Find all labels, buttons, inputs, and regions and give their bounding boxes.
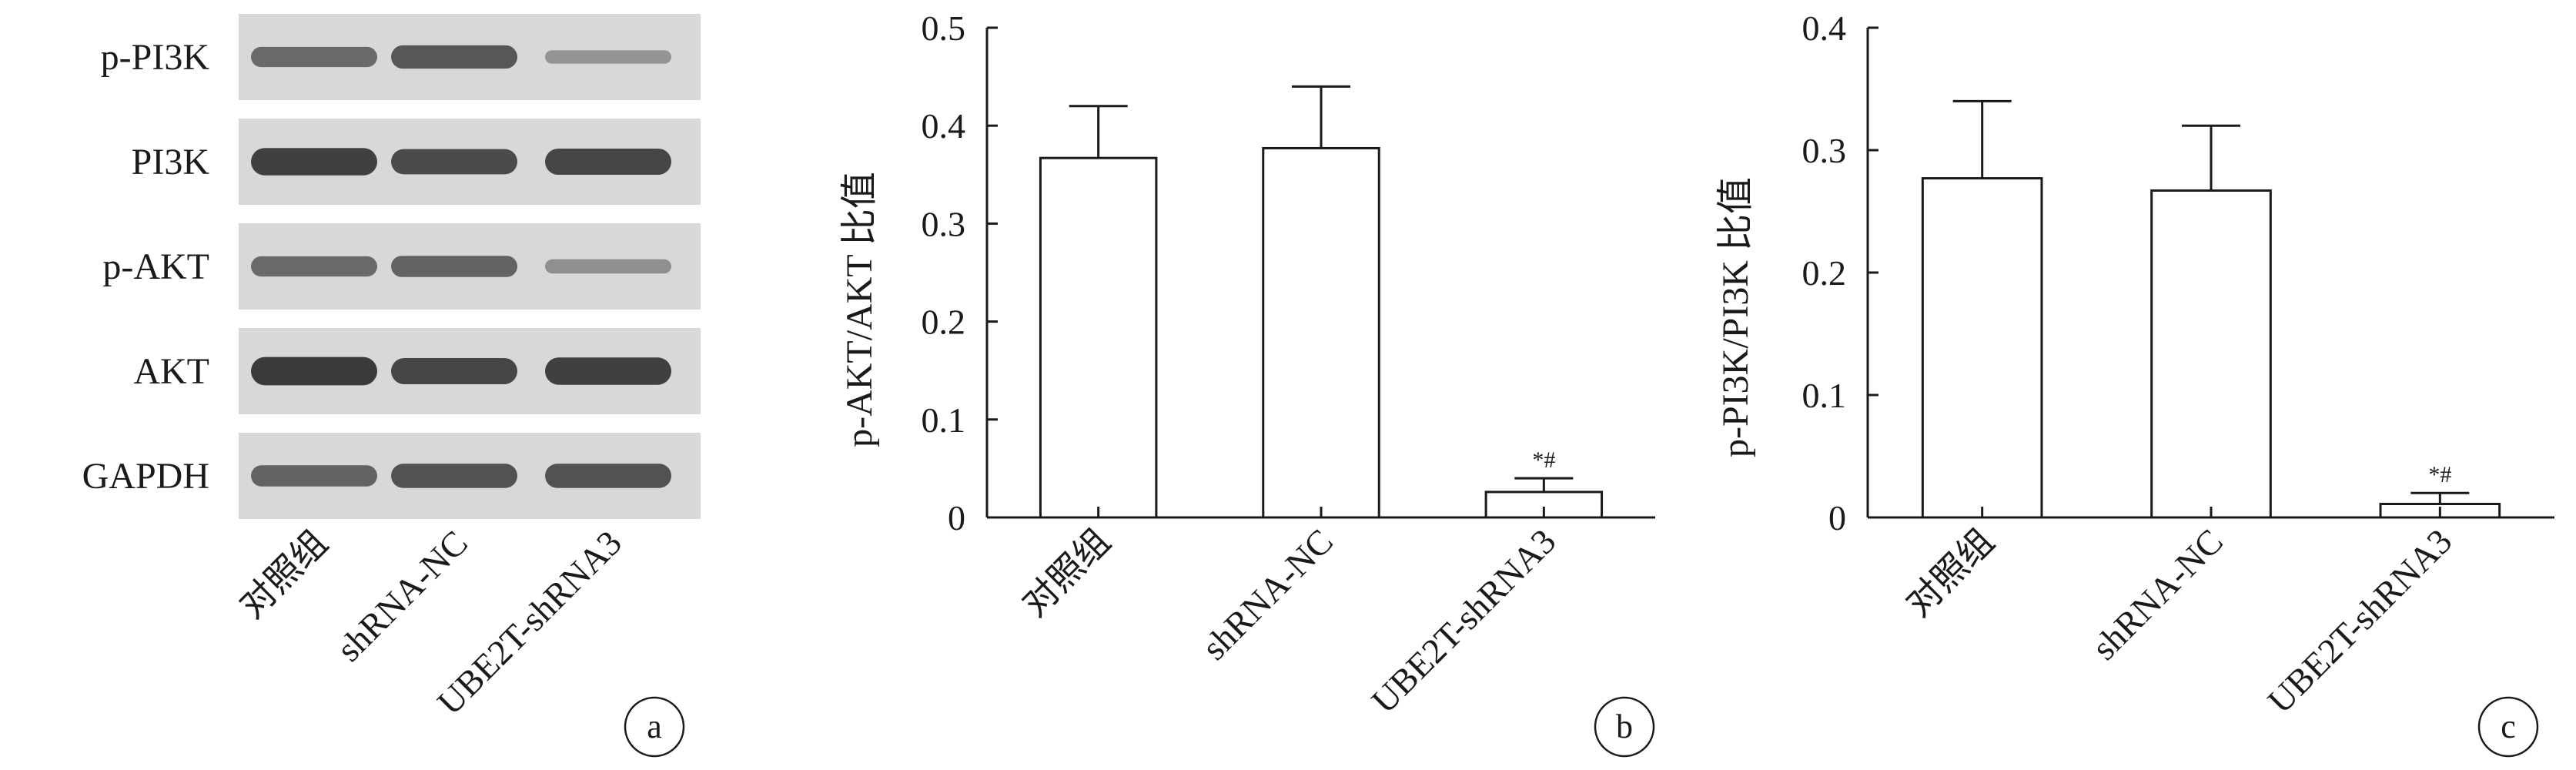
bar-chart-c: *# 0 0.1 0.2 0.3 0.4 对照组 shRNA-NC UBE2T-shRNA3… [1715, 8, 2554, 758]
blot-band [545, 259, 671, 274]
blot-row-label: AKT [133, 351, 209, 392]
blot-band [545, 50, 671, 64]
lane-label: 对照组 [232, 523, 335, 626]
blot-row-label: p-AKT [102, 246, 209, 287]
category-label: 对照组 [1899, 521, 2002, 624]
bar [1039, 156, 1158, 519]
panel-label-c: c [2501, 708, 2516, 745]
category-label: shRNA-NC [2084, 521, 2230, 668]
panel-label-circle-b [1594, 696, 1655, 758]
bar [2150, 189, 2272, 519]
blot-band [391, 256, 517, 277]
blot-band [391, 357, 517, 385]
category-label: UBE2T-shRNA3 [2260, 521, 2459, 721]
bar [1921, 177, 2043, 519]
significance-mark: *# [1532, 447, 1555, 473]
panel-label-b: b [1616, 708, 1633, 745]
blot-band [391, 149, 517, 175]
y-tick-label: 0.3 [922, 204, 966, 243]
category-label: shRNA-NC [1194, 521, 1340, 668]
panel-label-a: a [647, 708, 662, 745]
y-tick-label: 0 [1828, 498, 1846, 537]
blot-band [251, 357, 377, 386]
blot-row-label: GAPDH [82, 456, 209, 497]
y-tick-label: 0 [948, 498, 965, 537]
blot-band [391, 45, 517, 69]
bar [1262, 146, 1380, 519]
category-label: 对照组 [1015, 521, 1118, 624]
blot-band [251, 465, 377, 487]
panel-label-circle-c [2477, 696, 2539, 758]
significance-mark: *# [2428, 462, 2451, 487]
lane-label: shRNA-NC [329, 523, 475, 669]
y-tick-label: 0.4 [922, 106, 966, 146]
bar-chart-b: *# 0 0.1 0.2 0.3 0.4 0.5 对照组 shRNA-NC UBE2T-shR… [839, 8, 1655, 758]
y-tick-label: 0.4 [1802, 8, 1847, 48]
blot-band [545, 464, 671, 488]
y-tick-label: 0.2 [922, 303, 966, 342]
panel-label-circle-a [624, 696, 685, 758]
y-tick-label: 0.2 [1802, 253, 1847, 293]
blot-band [545, 148, 671, 176]
blot-band [251, 46, 377, 68]
blot-row-label: p-PI3K [101, 37, 210, 78]
blot-band [251, 148, 377, 176]
category-label: UBE2T-shRNA3 [1363, 521, 1563, 721]
blot-band [391, 464, 517, 488]
y-tick-label: 0.1 [1802, 376, 1847, 415]
blot-band [251, 256, 377, 277]
y-tick-label: 0.1 [922, 400, 966, 440]
y-tick-label: 0.3 [1802, 131, 1847, 170]
y-axis-label-c: p-PI3K/PI3K 比值 [1715, 177, 1756, 457]
y-tick-label: 0.5 [922, 8, 966, 48]
blot-row-label: PI3K [132, 142, 210, 182]
blot-band [545, 357, 671, 385]
y-axis-label-b: p-AKT/AKT 比值 [839, 172, 880, 447]
